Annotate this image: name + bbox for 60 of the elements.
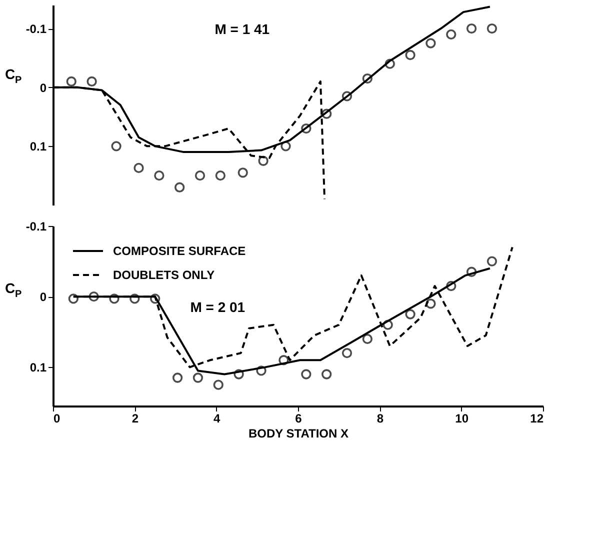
point bbox=[382, 320, 393, 330]
point bbox=[446, 280, 456, 292]
x-tick-label: 6 bbox=[295, 412, 302, 426]
annotation: M = 1 41 bbox=[214, 21, 270, 37]
point bbox=[192, 372, 204, 383]
x-tick-label: 12 bbox=[530, 412, 544, 426]
point bbox=[322, 108, 332, 119]
point bbox=[405, 309, 416, 320]
legend-label: COMPOSITE SURFACE bbox=[113, 244, 246, 258]
y-tick-label: 0 bbox=[40, 290, 47, 304]
point bbox=[130, 294, 140, 304]
point bbox=[362, 334, 372, 344]
point bbox=[238, 168, 248, 178]
point bbox=[466, 266, 477, 277]
x-tick-label: 2 bbox=[132, 412, 139, 426]
point bbox=[215, 170, 226, 181]
x-axis-title: BODY STATION X bbox=[248, 426, 349, 440]
point bbox=[256, 366, 266, 376]
point bbox=[213, 380, 224, 390]
point bbox=[405, 50, 416, 60]
point bbox=[426, 298, 436, 309]
point bbox=[258, 156, 268, 166]
point bbox=[342, 348, 352, 358]
point bbox=[154, 170, 164, 181]
point bbox=[172, 372, 183, 383]
point bbox=[446, 29, 456, 40]
point bbox=[280, 141, 291, 152]
point bbox=[234, 369, 244, 380]
x-tick-label: 8 bbox=[376, 412, 384, 426]
x-tick-label: 4 bbox=[213, 412, 220, 426]
point bbox=[486, 23, 498, 34]
y-tick-label: -0.1 bbox=[26, 22, 47, 36]
y-tick-label: 0.1 bbox=[30, 140, 47, 154]
legend-label: DOUBLETS ONLY bbox=[113, 268, 215, 282]
y-tick-label: 0 bbox=[40, 80, 47, 95]
point bbox=[194, 170, 206, 181]
point bbox=[301, 369, 312, 380]
point bbox=[88, 292, 99, 302]
point bbox=[322, 369, 332, 380]
point bbox=[342, 91, 352, 102]
point bbox=[150, 294, 160, 304]
x-tick-label: 10 bbox=[455, 412, 469, 426]
point bbox=[174, 182, 185, 192]
point bbox=[384, 58, 395, 69]
y-tick-label: 0.1 bbox=[30, 360, 47, 375]
point bbox=[362, 73, 372, 84]
point bbox=[66, 76, 76, 87]
point bbox=[111, 141, 122, 152]
point bbox=[278, 355, 289, 366]
point bbox=[426, 38, 436, 48]
point bbox=[68, 294, 78, 304]
x-tick-label: 0 bbox=[54, 412, 60, 426]
point bbox=[466, 23, 477, 34]
y-tick-label: -0.1 bbox=[26, 220, 47, 234]
point bbox=[109, 294, 120, 304]
annotation: M = 2 01 bbox=[190, 299, 246, 315]
point bbox=[86, 76, 97, 87]
point bbox=[301, 123, 312, 134]
point bbox=[134, 162, 144, 174]
point bbox=[486, 256, 498, 266]
